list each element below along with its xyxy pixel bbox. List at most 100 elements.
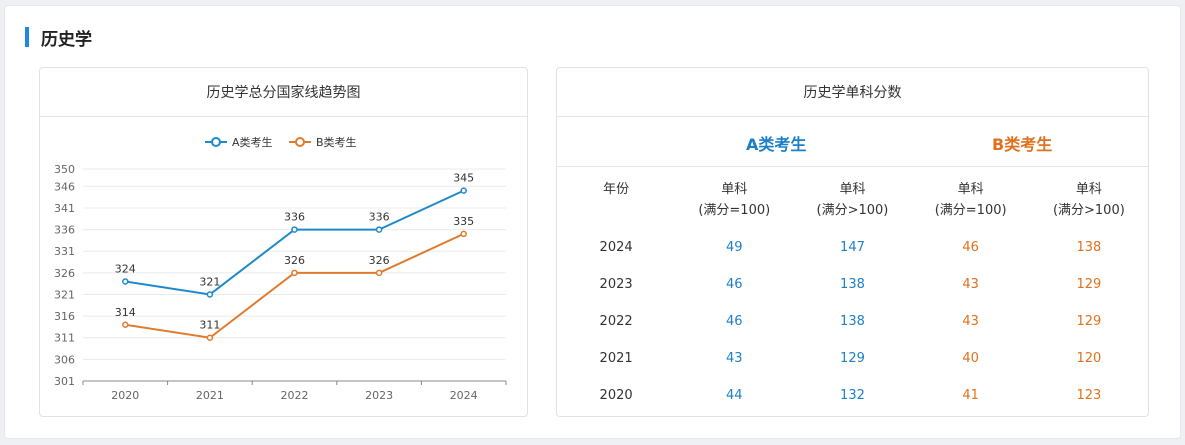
header-a-over100: 单科 (满分>100)	[793, 167, 911, 229]
data-point	[460, 230, 467, 238]
y-tick-label: 321	[54, 288, 75, 301]
cell-a-over100: 138	[840, 277, 865, 292]
header-b-100: 单科 (满分=100)	[912, 167, 1030, 229]
header-line2: (满分=100)	[934, 203, 1007, 218]
data-label: 336	[284, 211, 305, 224]
data-point	[206, 291, 214, 298]
y-tick-label: 336	[54, 224, 75, 237]
single-subject-title: 历史学单科分数	[557, 68, 1148, 117]
y-tick-label: 316	[54, 310, 75, 323]
y-tick-label: 341	[54, 202, 75, 215]
group-b-label: B类考生	[992, 135, 1053, 154]
cell-year: 2022	[599, 314, 633, 329]
cell-a-over100: 132	[840, 388, 865, 403]
cell-b-100: 41	[962, 388, 979, 403]
cell-b-over100: 120	[1076, 351, 1102, 366]
cell-a-100: 44	[726, 388, 743, 403]
x-tick-label: 2022	[281, 389, 309, 402]
header-line1: 单科	[1075, 182, 1102, 197]
cell-b-100: 40	[962, 351, 979, 366]
data-label: 336	[369, 211, 390, 224]
x-tick-label: 2024	[450, 389, 478, 402]
cell-a-100: 49	[726, 240, 743, 255]
trend-line-chart: 301 306 311 316 321 326 331 336 341 346 350 2020 202…	[54, 135, 507, 402]
header-line1: 单科	[839, 182, 866, 197]
data-point	[291, 226, 298, 233]
header-line2: (满分>100)	[1052, 203, 1125, 218]
cell-year: 2023	[599, 277, 633, 292]
cell-a-over100: 138	[840, 314, 865, 329]
score-table-header: 年份 单科 (满分=100) 单科 (满分>100) 单科 (满分=100) 单科 (满…	[557, 167, 1148, 229]
x-tick-label: 2020	[111, 389, 139, 402]
cell-a-100: 46	[726, 314, 743, 329]
data-point	[460, 187, 467, 194]
trend-chart-panel: 历史学总分国家线趋势图 301 306 311 316 321 326 331 336 341 3…	[39, 67, 528, 417]
data-label: 321	[199, 275, 220, 288]
section-title-text: 历史学	[41, 29, 92, 50]
y-tick-label: 331	[54, 245, 75, 258]
title-accent-bar	[25, 27, 29, 47]
cell-b-over100: 123	[1076, 388, 1102, 403]
x-tick-label: 2021	[196, 389, 224, 402]
section-title: 历史学	[25, 26, 92, 50]
header-b-over100: 单科 (满分>100)	[1030, 167, 1148, 229]
cell-b-100: 46	[962, 240, 979, 255]
y-tick-label: 350	[54, 163, 75, 176]
y-tick-label: 346	[54, 180, 75, 193]
data-label: 335	[453, 215, 474, 228]
legend-label: B类考生	[316, 135, 357, 149]
data-label: 326	[284, 254, 305, 267]
legend-marker	[295, 137, 305, 147]
header-line1: 单科	[957, 182, 984, 197]
data-label: 345	[453, 172, 474, 185]
header-line2: (满分=100)	[698, 203, 771, 218]
cell-year: 2020	[599, 388, 633, 403]
data-point	[375, 226, 383, 233]
legend-label: A类考生	[232, 135, 273, 149]
series-line	[125, 189, 465, 296]
series-line	[125, 232, 465, 339]
trend-chart-title: 历史学总分国家线趋势图	[40, 68, 527, 117]
cell-a-over100: 147	[840, 240, 865, 255]
header-line1: 单科	[721, 182, 748, 197]
data-point	[375, 269, 383, 277]
y-tick-label: 301	[54, 375, 75, 388]
y-tick-label: 311	[54, 332, 75, 345]
cell-b-100: 43	[962, 314, 979, 329]
header-line2: (满分>100)	[816, 203, 889, 218]
data-label: 324	[115, 262, 136, 275]
header-line1: 年份	[603, 182, 630, 197]
cell-b-over100: 138	[1076, 240, 1102, 255]
legend-marker	[211, 137, 221, 147]
x-tick-label: 2023	[365, 389, 393, 402]
single-subject-panel: 历史学单科分数 A类考生 B类考生 年份 单科 (满分=100) 单科 (满分>10…	[556, 67, 1149, 417]
group-header-row: A类考生 B类考生	[557, 117, 1148, 167]
history-score-card: 历史学 历史学总分国家线趋势图 301 306 311 316 321 326 331 336…	[4, 5, 1181, 439]
cell-b-over100: 129	[1076, 314, 1102, 329]
cell-b-over100: 129	[1076, 277, 1102, 292]
data-point	[122, 278, 129, 285]
table-row: 2023 46 138 43 129	[557, 266, 1148, 303]
table-row: 2021 43 129 40 120	[557, 340, 1148, 377]
header-year: 年份	[557, 167, 675, 229]
table-row: 2020 44 132 41 123	[557, 377, 1148, 414]
y-tick-label: 326	[54, 267, 75, 280]
cell-year: 2024	[599, 240, 633, 255]
data-point	[206, 334, 214, 341]
group-a-label: A类考生	[746, 135, 807, 154]
cell-a-over100: 129	[840, 351, 865, 366]
table-row: 2024 49 147 46 138	[557, 229, 1148, 266]
cell-year: 2021	[599, 351, 633, 366]
table-row: 2022 46 138 43 129	[557, 303, 1148, 340]
cell-b-100: 43	[962, 277, 979, 292]
score-table: 年份 单科 (满分=100) 单科 (满分>100) 单科 (满分=100) 单科 (满…	[557, 167, 1148, 414]
data-label: 326	[369, 254, 390, 267]
data-point	[291, 269, 298, 277]
header-a-100: 单科 (满分=100)	[675, 167, 793, 229]
data-point	[122, 321, 129, 329]
data-label: 311	[199, 319, 220, 332]
data-label: 314	[115, 306, 136, 319]
y-tick-label: 306	[54, 353, 75, 366]
cell-a-100: 43	[726, 351, 743, 366]
cell-a-100: 46	[726, 277, 743, 292]
